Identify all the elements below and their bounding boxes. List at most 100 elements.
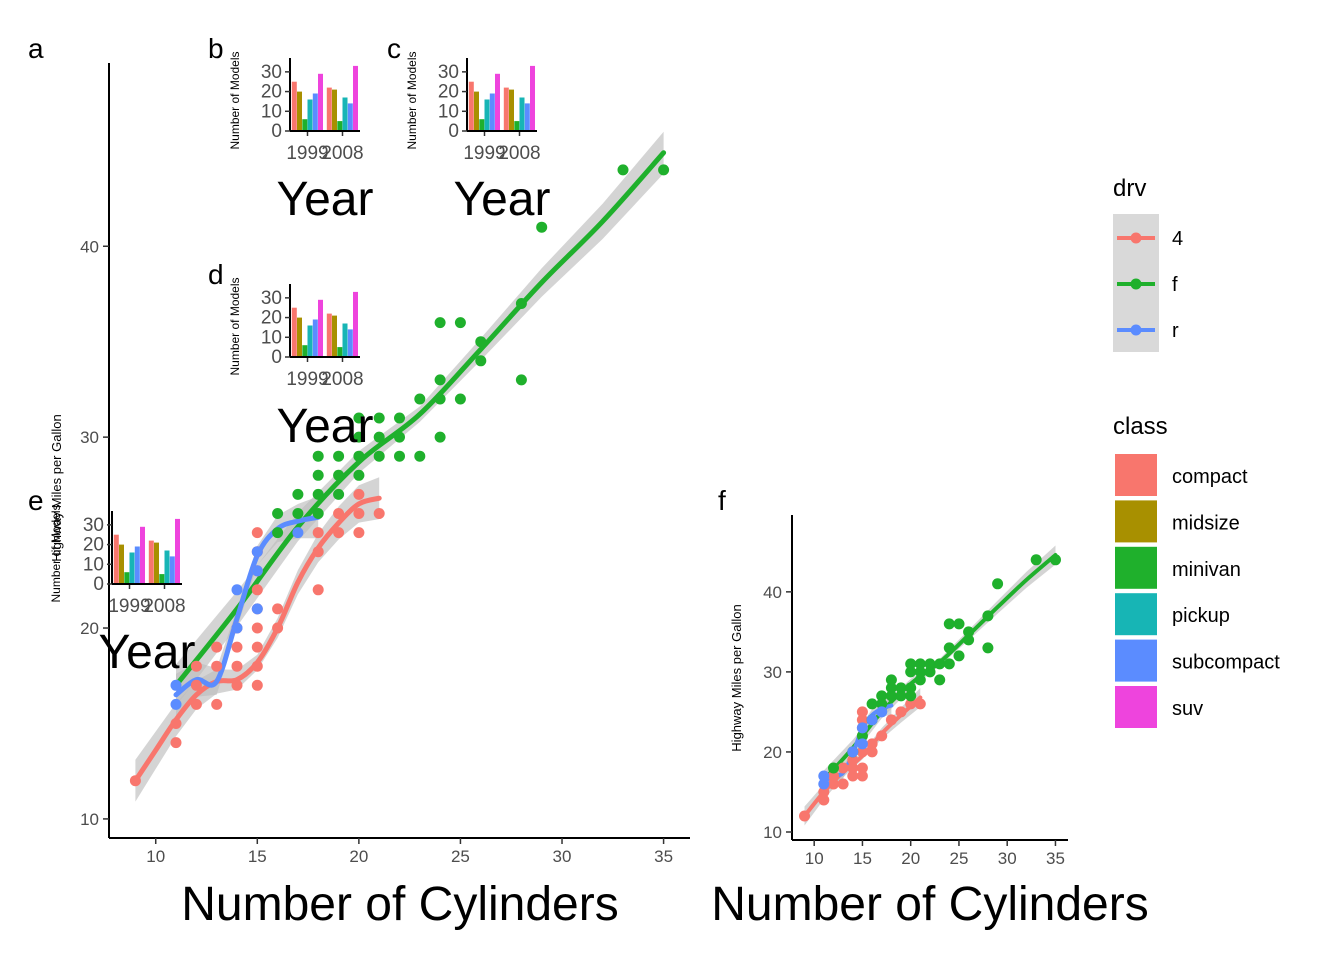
bar-subcompact-2008 <box>169 556 175 584</box>
point-4 <box>333 508 345 519</box>
point-4 <box>847 762 859 774</box>
x-tick-label: 35 <box>654 847 673 866</box>
y-tick-label: 20 <box>438 82 459 103</box>
bar-midsize-1999 <box>119 544 124 584</box>
point-f <box>353 450 365 462</box>
point-f <box>828 762 839 774</box>
y-tick-label: 30 <box>83 515 104 536</box>
point-r <box>170 679 182 691</box>
point-f <box>924 658 936 670</box>
inset-x-label: Year <box>277 400 374 453</box>
bar-compact-1999 <box>113 534 119 584</box>
bar-suv-1999 <box>318 73 323 131</box>
inset-tag: b <box>208 33 224 64</box>
y-tick-label: 20 <box>763 743 782 762</box>
point-r <box>251 603 263 615</box>
bar-compact-2008 <box>503 87 509 131</box>
bar-subcompact-1999 <box>312 319 318 357</box>
point-f <box>885 690 897 702</box>
point-4 <box>170 737 182 749</box>
smooth-ci-band-4 <box>135 477 380 802</box>
panel-f-y-label: Highway Miles per Gallon <box>729 604 744 751</box>
panel-a-tag: a <box>28 33 44 64</box>
point-4 <box>272 603 284 615</box>
legend-class-item-label: pickup <box>1172 605 1230 627</box>
point-4 <box>312 527 324 539</box>
inset-x-label: Year <box>99 626 196 679</box>
bar-suv-1999 <box>140 526 145 584</box>
y-tick-label: 30 <box>763 663 782 682</box>
smooth-line-r <box>173 514 321 698</box>
point-4 <box>885 714 897 726</box>
point-f <box>394 431 405 443</box>
y-tick-label: 0 <box>271 121 282 142</box>
bar-pickup-2008 <box>519 97 525 131</box>
bar-midsize-1999 <box>297 317 302 357</box>
legend-class-swatch <box>1115 639 1157 682</box>
point-f <box>905 690 917 702</box>
x-tick-label: 1999 <box>286 369 328 390</box>
bar-minivan-2008 <box>514 121 520 131</box>
point-r <box>818 778 830 790</box>
point-4 <box>251 641 263 653</box>
point-f <box>454 393 466 405</box>
y-tick-label: 40 <box>80 237 99 256</box>
bar-subcompact-2008 <box>347 329 353 357</box>
bar-minivan-1999 <box>479 119 485 131</box>
point-f <box>515 374 527 386</box>
point-f <box>982 642 994 654</box>
point-f <box>272 527 284 539</box>
point-4 <box>190 660 202 672</box>
y-tick-label: 40 <box>763 583 782 602</box>
y-tick-label: 20 <box>261 308 282 329</box>
point-4 <box>129 775 141 787</box>
y-tick-label: 20 <box>83 535 104 556</box>
point-f <box>934 658 946 670</box>
inset-y-label: Number of Models <box>228 277 242 375</box>
point-4 <box>828 770 839 782</box>
point-4 <box>847 754 859 766</box>
bar-pickup-1999 <box>307 325 313 357</box>
point-4 <box>847 770 859 782</box>
point-4 <box>251 622 263 634</box>
bar-pickup-1999 <box>129 552 135 584</box>
inset-y-label: Number of Models <box>49 504 63 602</box>
point-f <box>905 666 917 678</box>
point-f <box>333 488 345 500</box>
point-f <box>905 682 917 694</box>
point-r <box>292 527 304 539</box>
x-tick-label: 20 <box>901 849 920 868</box>
point-4 <box>856 762 868 774</box>
inset-tag: c <box>387 33 401 64</box>
point-4 <box>856 714 868 726</box>
point-4 <box>914 698 926 710</box>
legend-class-item-label: suv <box>1172 698 1203 720</box>
point-4 <box>231 679 243 691</box>
point-f <box>394 450 405 462</box>
point-f <box>414 450 426 462</box>
point-4 <box>312 546 324 558</box>
point-f <box>434 317 446 329</box>
y-tick-label: 10 <box>261 101 282 122</box>
y-tick-label: 10 <box>261 327 282 348</box>
x-tick-label: 2008 <box>143 596 185 617</box>
point-f <box>292 488 304 500</box>
inset-tag: e <box>28 485 44 516</box>
point-f <box>333 450 345 462</box>
bar-compact-1999 <box>291 81 297 131</box>
point-f <box>333 469 345 481</box>
bar-minivan-2008 <box>337 347 343 357</box>
x-tick-label: 10 <box>805 849 824 868</box>
inset-tag: d <box>208 259 224 290</box>
point-4 <box>353 508 365 519</box>
point-f <box>312 450 324 462</box>
point-f <box>943 642 955 654</box>
point-f <box>876 690 888 702</box>
bar-subcompact-2008 <box>347 103 353 131</box>
point-4 <box>312 584 324 596</box>
bar-midsize-2008 <box>332 89 337 131</box>
